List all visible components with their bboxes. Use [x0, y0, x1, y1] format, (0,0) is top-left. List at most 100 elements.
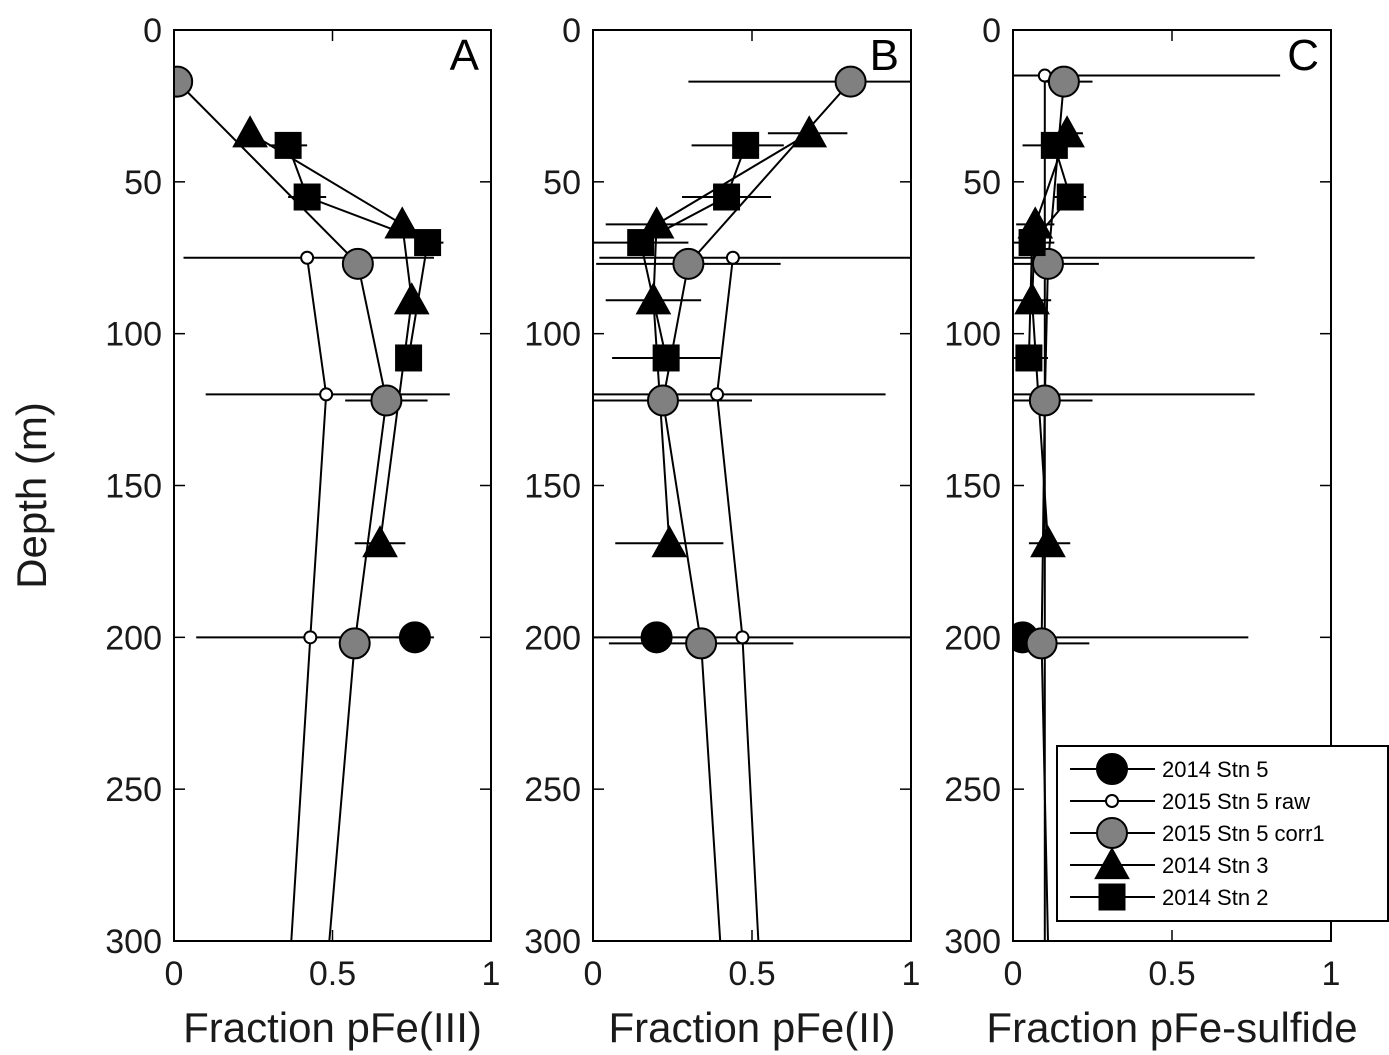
- x-tick-label: 1: [902, 955, 921, 993]
- x-axis-label: Fraction pFe(III): [183, 1004, 482, 1051]
- legend-entry: 2014 Stn 5: [1070, 753, 1268, 785]
- data-point: [652, 344, 680, 372]
- data-point: [710, 387, 725, 402]
- series-line: [249, 132, 413, 544]
- y-tick-label: 300: [524, 923, 581, 961]
- legend-entry: 2014 Stn 3: [1070, 846, 1268, 880]
- legend-label: 2014 Stn 5: [1162, 757, 1268, 782]
- data-point: [1031, 247, 1064, 280]
- axes-frame: [592, 29, 912, 942]
- data-point: [174, 65, 194, 98]
- data-point: [834, 65, 867, 98]
- y-tick-label: 200: [944, 619, 1001, 657]
- data-point: [1056, 183, 1084, 211]
- data-point: [319, 387, 334, 402]
- data-point: [384, 206, 421, 239]
- legend-marker: [1098, 883, 1126, 911]
- data-point: [646, 384, 679, 417]
- legend-marker: [1105, 794, 1119, 808]
- plot-area: [593, 65, 911, 941]
- x-tick-label: 1: [1322, 955, 1341, 993]
- legend-label: 2015 Stn 5 corr1: [1162, 821, 1325, 846]
- x-tick-label: 0.5: [728, 955, 775, 993]
- data-point: [1030, 525, 1066, 558]
- data-point: [414, 229, 442, 257]
- data-point: [398, 621, 431, 654]
- legend-marker: [1096, 753, 1128, 785]
- data-point: [1025, 627, 1058, 660]
- data-point: [732, 131, 760, 159]
- y-tick-label: 200: [524, 619, 581, 657]
- panel-label: C: [1287, 31, 1319, 80]
- data-point: [627, 229, 655, 257]
- legend-entry: 2015 Stn 5 corr1: [1070, 817, 1325, 849]
- x-tick-label: 0: [584, 955, 603, 993]
- data-point: [725, 250, 740, 265]
- data-point: [293, 183, 321, 211]
- y-tick-label: 250: [944, 771, 1001, 809]
- y-tick-label: 300: [105, 923, 162, 961]
- series-line: [716, 257, 760, 941]
- data-point: [735, 630, 750, 645]
- legend-label: 2015 Stn 5 raw: [1162, 789, 1310, 814]
- axes-frame: [173, 29, 492, 942]
- legend-label: 2014 Stn 3: [1162, 853, 1268, 878]
- panel-label: A: [450, 31, 480, 80]
- y-tick-label: 50: [543, 164, 581, 202]
- legend: 2014 Stn 5 2015 Stn 5 raw 2015 Stn 5 corr1…: [1056, 745, 1389, 922]
- data-point: [1028, 384, 1061, 417]
- x-axis-label: Fraction pFe(II): [608, 1004, 895, 1051]
- data-point: [1018, 229, 1046, 257]
- data-point: [395, 344, 423, 372]
- y-tick-label: 50: [963, 164, 1001, 202]
- data-point: [303, 630, 318, 645]
- y-tick-label: 0: [982, 12, 1001, 50]
- legend-marker: [1094, 846, 1130, 880]
- x-tick-label: 0: [165, 955, 184, 993]
- legend-marker: [1096, 817, 1128, 849]
- data-point: [635, 282, 672, 315]
- data-point: [640, 621, 673, 654]
- y-tick-label: 100: [524, 316, 581, 354]
- x-tick-label: 0: [1004, 955, 1023, 993]
- x-axis-label: Fraction pFe-sulfide: [986, 1004, 1357, 1051]
- data-point: [713, 183, 741, 211]
- data-point: [362, 525, 398, 558]
- x-tick-label: 0.5: [309, 955, 356, 993]
- y-tick-label: 100: [944, 316, 1001, 354]
- series-line: [176, 80, 388, 941]
- y-tick-label: 50: [124, 164, 162, 202]
- series-line: [290, 257, 328, 941]
- y-tick-label: 100: [105, 316, 162, 354]
- y-tick-label: 150: [944, 468, 1001, 506]
- data-point: [1014, 282, 1050, 315]
- x-tick-label: 1: [482, 955, 501, 993]
- y-axis-label: Depth (m): [8, 402, 55, 589]
- y-tick-label: 250: [524, 771, 581, 809]
- data-point: [672, 247, 705, 280]
- data-point: [232, 115, 268, 148]
- y-tick-label: 200: [105, 619, 162, 657]
- data-point: [651, 525, 688, 558]
- data-point: [685, 627, 718, 660]
- data-point: [274, 131, 302, 159]
- x-tick-label: 0.5: [1148, 955, 1195, 993]
- data-point: [791, 115, 828, 148]
- axes-frame: [1012, 29, 1332, 942]
- legend-entry: 2015 Stn 5 raw: [1070, 789, 1310, 814]
- data-point: [338, 627, 371, 660]
- data-point: [1015, 344, 1043, 372]
- y-tick-label: 0: [562, 12, 581, 50]
- data-point: [300, 250, 315, 265]
- y-tick-label: 250: [105, 771, 162, 809]
- y-tick-label: 300: [944, 923, 1001, 961]
- series-line: [661, 80, 852, 941]
- y-tick-label: 150: [105, 468, 162, 506]
- data-point: [393, 282, 430, 315]
- y-tick-label: 0: [143, 12, 162, 50]
- data-point: [370, 384, 403, 417]
- plot-area: [174, 65, 450, 941]
